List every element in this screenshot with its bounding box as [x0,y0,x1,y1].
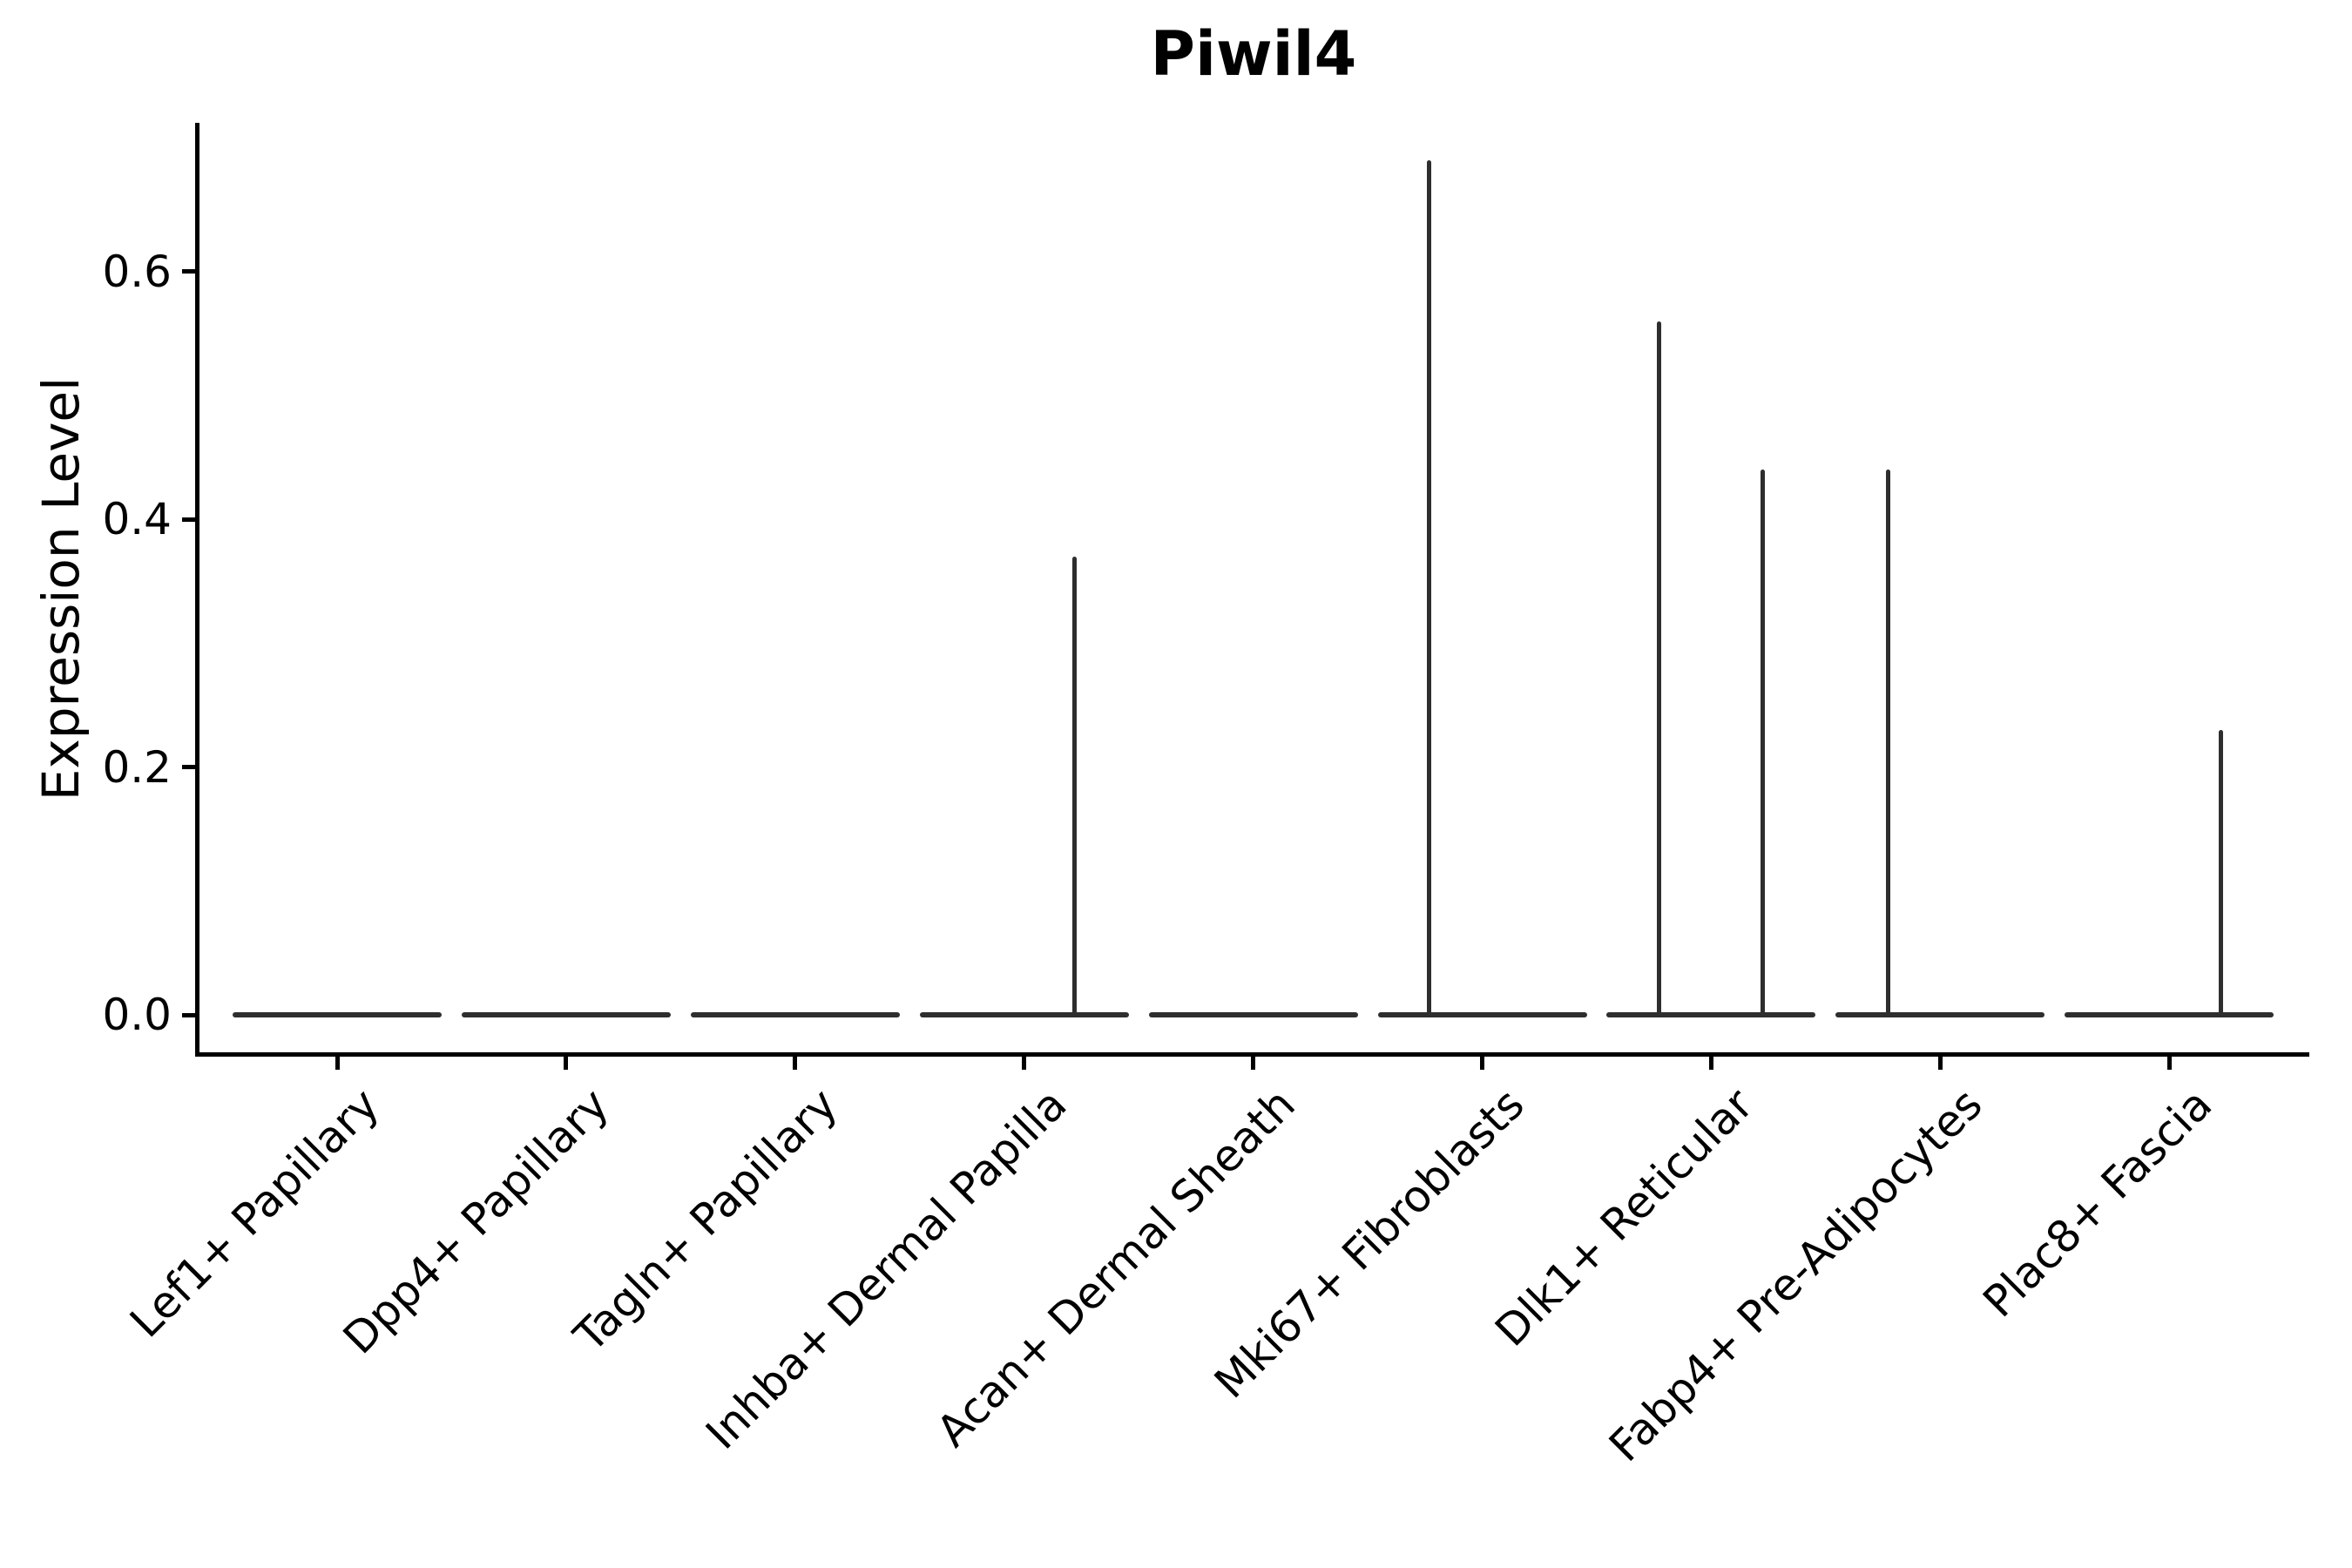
x-tick [793,1057,798,1070]
chart-title: Piwil4 [1150,18,1357,90]
violin-baseline [233,1012,442,1018]
y-tick [182,269,195,274]
violin-spike [1426,159,1431,1018]
y-tick [182,1012,195,1017]
y-tick [182,765,195,770]
x-tick-label: Lef1+ Papillary [120,1078,389,1348]
x-axis-spine [195,1052,2309,1057]
y-tick [182,517,195,522]
violin-baseline [690,1012,900,1018]
violin-baseline [1148,1012,1358,1018]
violin-baseline [1606,1012,1816,1018]
x-tick [2166,1057,2172,1070]
y-tick-label: 0.0 [102,990,172,1041]
x-tick [1708,1057,1713,1070]
x-tick [1480,1057,1484,1070]
violin-spike [2218,730,2223,1018]
violin-spike [1760,470,1765,1018]
y-tick-label: 0.4 [102,494,172,545]
x-tick [564,1057,569,1070]
violin-baseline [2065,1012,2274,1018]
x-tick-label: Fabp4+ Pre-Adipocytes [1599,1078,1992,1472]
y-tick-label: 0.2 [102,741,172,793]
violin-spike [1071,556,1077,1018]
violin-baseline [1377,1012,1587,1018]
violin-baseline [919,1012,1129,1018]
violin-spike [1656,321,1661,1018]
x-tick [1022,1057,1027,1070]
x-tick-label: Plac8+ Fascia [1973,1078,2221,1328]
x-tick [1251,1057,1256,1070]
violin-baseline [461,1012,671,1018]
x-tick [335,1057,340,1070]
violin-spike [1885,470,1890,1018]
y-axis-spine [195,123,199,1057]
y-tick-label: 0.6 [102,246,172,297]
x-tick [1937,1057,1943,1070]
violin-baseline [1835,1012,2045,1018]
